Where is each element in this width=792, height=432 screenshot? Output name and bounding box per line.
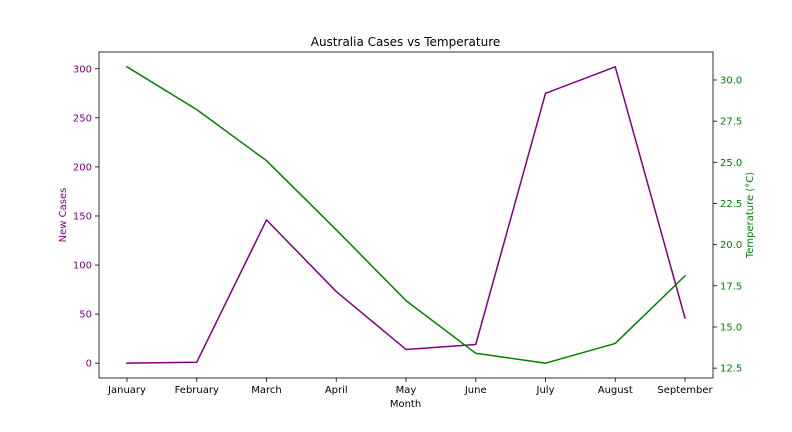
right-y-axis-ticks: 12.5 15.0 17.5 20.0 22.5 25.0 27.5 30.0 bbox=[713, 75, 742, 375]
right-y-tick-label: 17.5 bbox=[720, 281, 742, 292]
right-y-tick-label: 12.5 bbox=[720, 364, 742, 375]
x-tick-label: August bbox=[598, 385, 633, 396]
right-y-tick-label: 15.0 bbox=[720, 322, 742, 333]
right-y-axis-label: Temperature (°C) bbox=[745, 172, 756, 259]
left-y-tick-label: 0 bbox=[86, 359, 92, 370]
temperature-series-line bbox=[125, 65, 687, 364]
right-y-tick-label: 27.5 bbox=[720, 117, 742, 128]
left-y-tick-label: 250 bbox=[73, 113, 92, 124]
x-axis-ticks: January February March April May June July Augu… bbox=[107, 378, 714, 396]
right-y-tick-label: 20.0 bbox=[720, 240, 742, 251]
x-tick-label: April bbox=[325, 385, 348, 396]
right-y-tick-label: 22.5 bbox=[720, 199, 742, 210]
left-y-tick-label: 100 bbox=[73, 261, 92, 272]
chart-title: Australia Cases vs Temperature bbox=[311, 35, 501, 49]
x-tick-label: May bbox=[396, 385, 417, 396]
series-layer bbox=[125, 65, 687, 364]
x-axis-label: Month bbox=[390, 399, 421, 410]
right-y-tick-label: 30.0 bbox=[720, 75, 742, 86]
x-tick-label: June bbox=[464, 385, 487, 396]
left-y-axis-ticks: 0 50 100 150 200 250 300 bbox=[73, 64, 99, 370]
x-tick-label: February bbox=[175, 385, 219, 396]
left-y-tick-label: 50 bbox=[79, 310, 92, 321]
left-y-tick-label: 150 bbox=[73, 211, 92, 222]
plot-frame bbox=[98, 51, 714, 379]
left-y-tick-label: 300 bbox=[73, 64, 92, 75]
left-y-axis-label: New Cases bbox=[58, 188, 69, 243]
x-tick-label: September bbox=[657, 385, 713, 396]
right-y-tick-label: 25.0 bbox=[720, 158, 742, 169]
x-tick-label: January bbox=[107, 385, 146, 396]
x-tick-label: March bbox=[251, 385, 281, 396]
x-tick-label: July bbox=[536, 385, 555, 396]
new-cases-series-line bbox=[126, 66, 686, 364]
left-y-tick-label: 200 bbox=[73, 162, 92, 173]
